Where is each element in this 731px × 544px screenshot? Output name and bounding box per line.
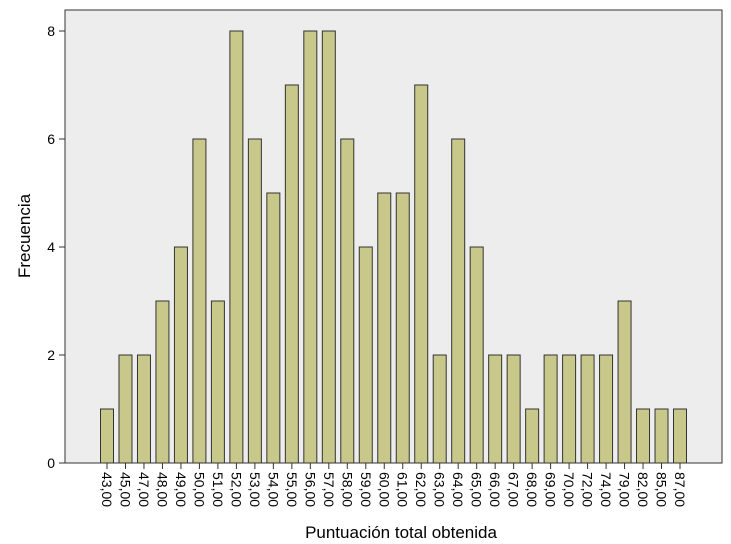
x-tick-label: 62,00: [413, 472, 429, 507]
bar: [100, 408, 114, 464]
bar: [617, 300, 632, 464]
y-tick-label: 2: [47, 347, 55, 363]
x-axis: 43,00 45,00 47,00 48,00 49,00 50,00 51,00 52,00…: [99, 463, 688, 507]
x-tick-label: 47,00: [136, 472, 152, 507]
bar: [247, 138, 262, 464]
bar: [266, 192, 281, 464]
x-tick-label: 85,00: [654, 472, 670, 507]
bar: [192, 138, 207, 464]
bar: [636, 408, 651, 464]
bar: [654, 408, 669, 464]
bar: [136, 354, 151, 464]
bar: [562, 354, 577, 464]
x-tick-label: 65,00: [469, 472, 485, 507]
bar: [284, 84, 299, 464]
x-tick-label: 57,00: [321, 472, 337, 507]
x-tick-label: 54,00: [265, 472, 281, 507]
bar: [173, 246, 188, 464]
bar: [451, 138, 466, 464]
bars-group: [100, 30, 687, 464]
x-tick-label: 50,00: [191, 472, 207, 507]
y-tick-label: 4: [47, 239, 55, 255]
x-tick-label: 74,00: [598, 472, 614, 507]
bar: [414, 84, 429, 464]
x-tick-label: 53,00: [247, 472, 263, 507]
bar: [580, 354, 595, 464]
bar: [210, 300, 225, 464]
bar: [395, 192, 410, 464]
bar: [543, 354, 558, 464]
x-axis-title: Puntuación total obtenida: [305, 523, 497, 542]
bar: [303, 30, 318, 464]
x-tick-label: 61,00: [395, 472, 411, 507]
bar: [432, 354, 447, 464]
x-tick-label: 87,00: [672, 472, 688, 507]
x-tick-label: 68,00: [524, 472, 540, 507]
y-tick-label: 0: [47, 455, 55, 471]
x-tick-label: 56,00: [302, 472, 318, 507]
x-tick-label: 72,00: [580, 472, 596, 507]
bar: [488, 354, 503, 464]
x-tick-label: 66,00: [487, 472, 503, 507]
x-tick-label: 52,00: [228, 472, 244, 507]
bar: [469, 246, 484, 464]
bar: [118, 354, 133, 464]
y-tick-label: 6: [47, 131, 55, 147]
bar: [229, 30, 244, 464]
x-tick-label: 49,00: [173, 472, 189, 507]
x-tick-label: 48,00: [154, 472, 170, 507]
x-tick-label: 51,00: [210, 472, 226, 507]
bar: [358, 246, 373, 464]
bar: [340, 138, 355, 464]
bar: [155, 300, 170, 464]
x-tick-label: 82,00: [635, 472, 651, 507]
x-tick-label: 55,00: [284, 472, 300, 507]
bar: [525, 408, 540, 464]
x-tick-label: 63,00: [432, 472, 448, 507]
x-tick-label: 70,00: [561, 472, 577, 507]
bar: [506, 354, 521, 464]
x-tick-label: 64,00: [450, 472, 466, 507]
y-axis-title: Frecuencia: [15, 193, 34, 278]
x-tick-label: 43,00: [99, 472, 115, 507]
bar: [321, 30, 336, 464]
x-tick-label: 60,00: [376, 472, 392, 507]
bar: [377, 192, 392, 464]
x-tick-label: 69,00: [543, 472, 559, 507]
x-tick-label: 59,00: [358, 472, 374, 507]
x-tick-label: 45,00: [117, 472, 133, 507]
y-axis: 0 2 4 6 8: [47, 23, 65, 471]
x-tick-label: 79,00: [617, 472, 633, 507]
x-tick-label: 67,00: [506, 472, 522, 507]
bar: [599, 354, 614, 464]
bar: [673, 408, 687, 464]
x-tick-label: 58,00: [339, 472, 355, 507]
y-tick-label: 8: [47, 23, 55, 39]
